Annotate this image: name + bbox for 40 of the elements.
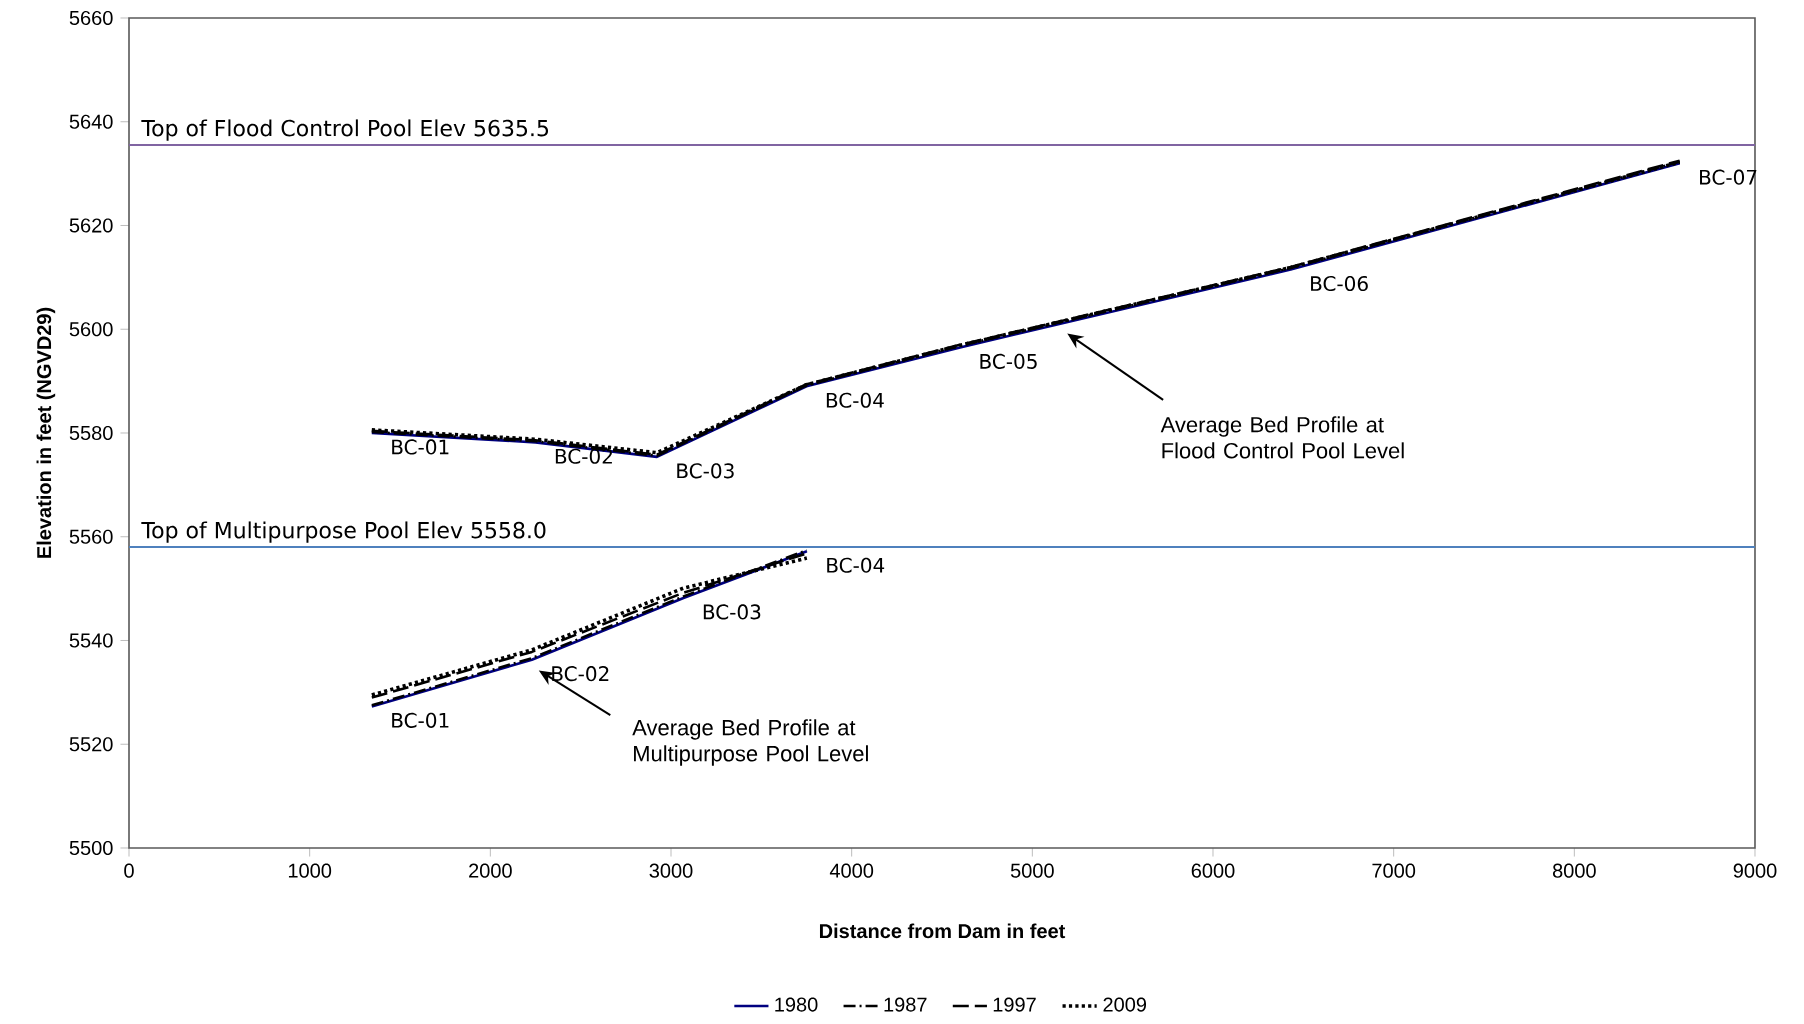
annotation: Average Bed Profile at Flood Control Pool Level	[1160, 416, 1404, 459]
annotation: BC-07	[1700, 169, 1757, 185]
x-tick-label: 7000	[1372, 863, 1416, 878]
legend-label: 1987	[884, 997, 927, 1012]
y-axis-title: Elevation in feet (NGVD29)	[36, 307, 56, 558]
x-axis-title: Distance from Dam in feet	[819, 923, 1066, 939]
legend-label: 1980	[775, 997, 818, 1012]
y-tick-label: 5500	[69, 840, 113, 856]
legend-label: 2009	[1103, 997, 1147, 1012]
y-tick-label: 5540	[69, 633, 113, 648]
legend-label: 1997	[993, 997, 1036, 1012]
x-tick-label: 4000	[829, 863, 874, 878]
y-tick-label: 5580	[69, 425, 113, 441]
y-tick-label: 5640	[69, 114, 113, 129]
annotation: BC-01	[392, 439, 449, 455]
annotation: Average Bed Profile at Multipurpose Pool Level	[632, 719, 868, 766]
y-tick-label: 5560	[69, 529, 113, 544]
x-tick-label: 8000	[1552, 863, 1596, 878]
x-tick-label: 0	[124, 863, 134, 878]
y-tick-label: 5620	[69, 218, 113, 233]
x-tick-label: 5000	[1010, 863, 1054, 878]
annotation: BC-03	[703, 604, 761, 620]
y-tick-label: 5600	[69, 322, 113, 337]
x-tick-label: 9000	[1733, 863, 1777, 878]
ref-line-label: Top of Flood Control Pool Elev 5635.5	[141, 119, 549, 141]
annotation: BC-01	[392, 712, 449, 728]
ref-line-label: Top of Multipurpose Pool Elev 5558.0	[141, 521, 546, 543]
x-tick-label: 6000	[1191, 863, 1235, 878]
x-tick-label: 2000	[469, 863, 512, 878]
annotation: BC-03	[677, 463, 734, 479]
annotation: BC-02	[555, 448, 612, 464]
x-tick-label: 1000	[288, 863, 332, 878]
annotation: BC-02	[552, 666, 609, 682]
y-tick-label: 5520	[69, 737, 113, 752]
annotation: BC-06	[1311, 275, 1368, 292]
x-tick-label: 3000	[649, 863, 693, 878]
y-tick-label: 5660	[69, 10, 113, 26]
annotation: BC-04	[826, 392, 884, 408]
annotation: BC-04	[827, 557, 885, 573]
annotation: BC-05	[980, 353, 1037, 369]
